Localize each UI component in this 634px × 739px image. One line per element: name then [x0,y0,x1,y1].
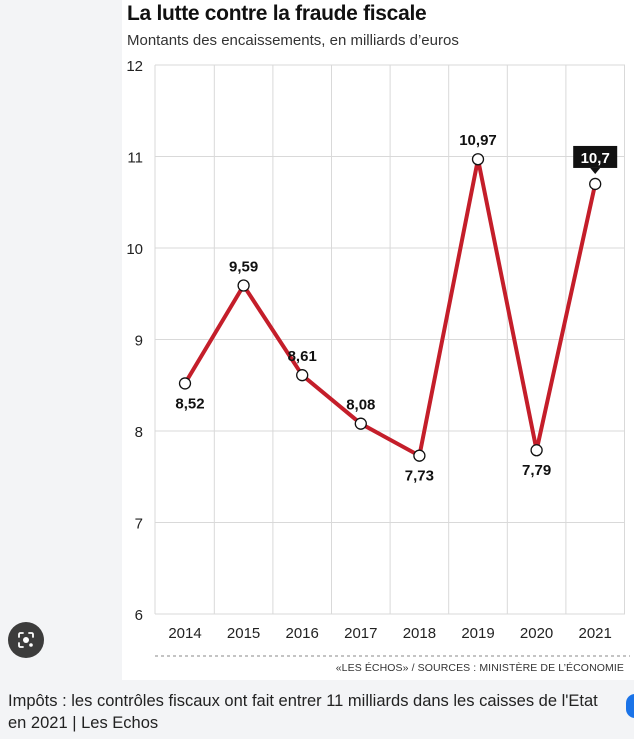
x-tick-label: 2016 [286,625,319,642]
x-tick-label: 2017 [344,625,377,642]
line-chart: 6 7 8 9 10 11 12 2014 2015 2016 2017 2018 2019 2020 20… [126,58,630,657]
data-label: 10,97 [459,132,497,149]
side-tab[interactable] [626,694,634,718]
data-label: 9,59 [229,259,258,276]
y-tick-label: 7 [135,516,143,533]
data-point [354,417,367,430]
chart-title: La lutte contre la fraude fiscale [127,2,427,25]
y-tick-label: 9 [135,333,143,350]
data-label: 7,79 [522,462,551,479]
data-label: 8,61 [288,348,317,365]
y-tick-label: 12 [126,58,143,75]
x-tick-label: 2018 [403,625,436,642]
series-line [183,158,598,459]
chart-subtitle: Montants des encaissements, en milliards… [127,32,459,49]
data-point [237,279,250,292]
data-label: 10,7 [581,150,610,167]
x-tick-label: 2015 [227,625,260,642]
grid-layer [154,64,630,657]
x-tick-label: 2021 [579,625,612,642]
x-tick-label: 2020 [520,625,553,642]
data-point [178,377,192,390]
data-label-layer: 8,52 9,59 8,61 8,08 7,73 10,97 7,79 10,7 [175,132,618,485]
image-caption[interactable]: Impôts : les contrôles fiscaux ont fait … [8,692,598,732]
data-label: 8,52 [175,395,204,412]
data-point [471,153,485,166]
y-tick-label: 6 [135,607,143,624]
y-tick-label: 10 [126,241,143,258]
y-tick-label: 8 [135,424,143,441]
data-label: 7,73 [405,468,434,485]
y-tick-label: 11 [127,150,143,167]
series-layer [178,153,602,462]
source-note: «LES ÉCHOS» / SOURCES : MINISTÈRE DE L’É… [335,662,624,674]
data-point [530,444,543,457]
lens-search-button[interactable] [8,622,44,658]
data-point [589,177,602,191]
x-tick-label: 2019 [461,625,494,642]
data-point [296,369,309,382]
highlight-label-pointer [590,167,601,174]
data-point [413,449,426,462]
lens-search-icon [18,632,34,648]
data-label: 8,08 [346,397,375,414]
highlight-label-box [573,145,618,168]
x-tick-label: 2014 [168,625,201,642]
axis-layer: 6 7 8 9 10 11 12 2014 2015 2016 2017 2018 2019 2020 20… [126,58,612,642]
